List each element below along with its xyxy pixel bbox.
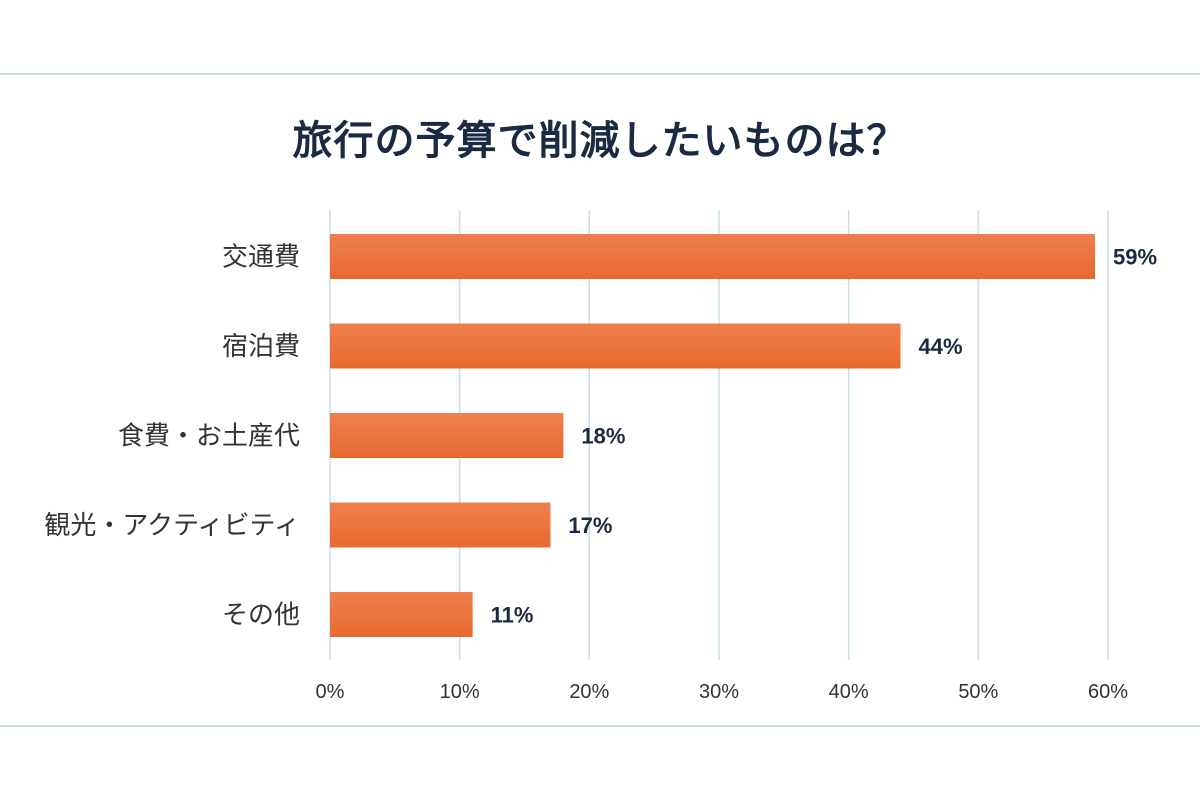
value-label: 11% <box>491 603 534 628</box>
category-label: 食費・お土産代 <box>118 422 300 452</box>
x-tick-label: 30% <box>699 681 739 703</box>
x-tick-label: 40% <box>829 681 869 703</box>
category-label: 観光・アクティビティ <box>44 511 300 541</box>
value-label: 18% <box>581 424 625 449</box>
category-label: 宿泊費 <box>222 332 300 362</box>
bottom-border-line <box>0 725 1200 727</box>
x-tick-label: 60% <box>1088 681 1128 703</box>
x-tick-label: 10% <box>440 681 480 703</box>
value-label: 59% <box>1113 245 1157 270</box>
labels-layer: 0% 10% 20% 30% 40% 50% 60% 交通費 59% 宿泊費 44% 食費・お土産代 1… <box>44 243 1157 704</box>
value-label: 44% <box>919 334 963 359</box>
bar <box>330 592 473 637</box>
top-border-line <box>0 73 1200 75</box>
x-tick-label: 20% <box>569 681 609 703</box>
x-tick-label: 50% <box>958 681 998 703</box>
bar <box>330 413 564 458</box>
category-label: その他 <box>222 601 300 631</box>
bar <box>330 323 901 369</box>
bar <box>330 502 551 548</box>
chart-title: 旅行の予算で削減したいものは？ <box>292 118 908 164</box>
bars-layer <box>330 234 1096 637</box>
x-tick-label: 0% <box>316 681 345 703</box>
value-label: 17% <box>568 513 612 538</box>
category-label: 交通費 <box>222 243 300 273</box>
bar <box>330 234 1096 279</box>
